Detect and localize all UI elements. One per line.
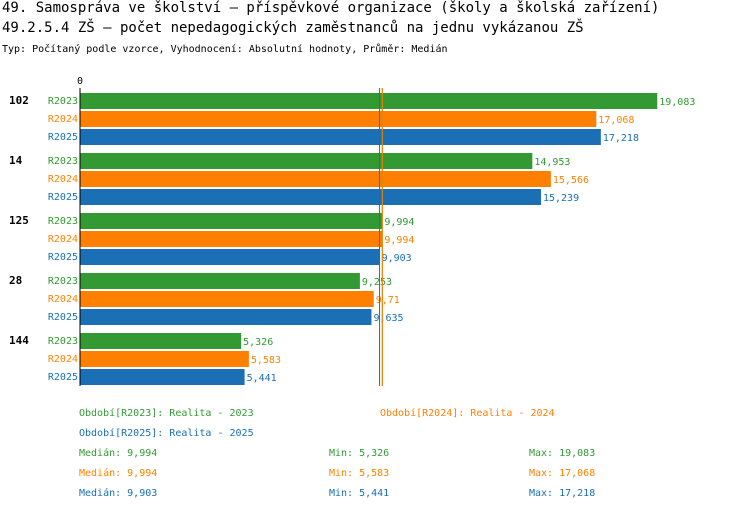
bar <box>80 273 360 289</box>
data-label: 5,441 <box>247 373 277 384</box>
series-label: R2023 <box>48 156 78 167</box>
series-label: R2025 <box>48 132 78 143</box>
stat-min-r2023: Min: 5,326 <box>329 448 390 459</box>
data-label: 17,218 <box>603 133 639 144</box>
series-label: R2024 <box>48 174 78 185</box>
data-label: 9,903 <box>382 253 412 264</box>
bar <box>80 231 383 247</box>
series-label: R2023 <box>48 336 78 347</box>
bar <box>80 369 245 385</box>
chart-subtitle: 49.2.5.4 ZŠ – počet nepedagogických zamě… <box>2 20 584 36</box>
category-label: 125 <box>9 214 29 227</box>
bar <box>80 351 249 367</box>
series-label: R2024 <box>48 354 78 365</box>
bar <box>80 309 372 325</box>
series-label: R2024 <box>48 114 78 125</box>
category-label: 144 <box>9 334 29 347</box>
series-label: R2025 <box>48 312 78 323</box>
stat-median-r2023: Medián: 9,994 <box>79 448 158 459</box>
bar <box>80 189 541 205</box>
series-label: R2025 <box>48 252 78 263</box>
legend-r2025: Období[R2025]: Realita - 2025 <box>79 428 254 439</box>
stat-median-r2024: Medián: 9,994 <box>79 468 158 479</box>
series-label: R2023 <box>48 96 78 107</box>
bar <box>80 213 383 229</box>
data-label: 9,994 <box>384 217 414 228</box>
bar <box>80 171 551 187</box>
bar <box>80 153 533 169</box>
data-label: 19,083 <box>659 97 695 108</box>
stat-median-r2025: Medián: 9,903 <box>79 488 158 499</box>
chart-title: 49. Samospráva ve školství – příspěvkové… <box>2 0 660 16</box>
stat-max-r2025: Max: 17,218 <box>529 488 596 499</box>
series-label: R2025 <box>48 372 78 383</box>
stat-min-r2025: Min: 5,441 <box>329 488 390 499</box>
data-label: 15,239 <box>543 193 579 204</box>
bar <box>80 249 380 265</box>
data-label: 5,326 <box>243 337 273 348</box>
bar <box>80 291 374 307</box>
data-label: 5,583 <box>251 355 281 366</box>
legend-r2024: Období[R2024]: Realita - 2024 <box>380 408 555 419</box>
bar <box>80 93 658 109</box>
stat-max-r2023: Max: 19,083 <box>529 448 596 459</box>
category-label: 102 <box>9 94 29 107</box>
bar <box>80 333 242 349</box>
data-label: 9,71 <box>376 295 400 306</box>
data-label: 9,994 <box>384 235 414 246</box>
bar <box>80 129 601 145</box>
data-label: 9,635 <box>373 313 403 324</box>
stat-max-r2024: Max: 17,068 <box>529 468 596 479</box>
series-label: R2025 <box>48 192 78 203</box>
chart-type-description: Typ: Počítaný podle vzorce, Vyhodnocení:… <box>2 44 448 55</box>
bar <box>80 111 597 127</box>
series-label: R2024 <box>48 294 78 305</box>
stat-min-r2024: Min: 5,583 <box>329 468 390 479</box>
data-label: 14,953 <box>534 157 570 168</box>
series-label: R2023 <box>48 216 78 227</box>
data-label: 9,253 <box>362 277 392 288</box>
series-label: R2024 <box>48 234 78 245</box>
data-label: 15,566 <box>553 175 589 186</box>
category-label: 28 <box>9 274 22 287</box>
category-label: 14 <box>9 154 23 167</box>
axis-zero-label: 0 <box>77 76 83 87</box>
data-label: 17,068 <box>598 115 634 126</box>
legend-r2023: Období[R2023]: Realita - 2023 <box>79 408 254 419</box>
series-label: R2023 <box>48 276 78 287</box>
